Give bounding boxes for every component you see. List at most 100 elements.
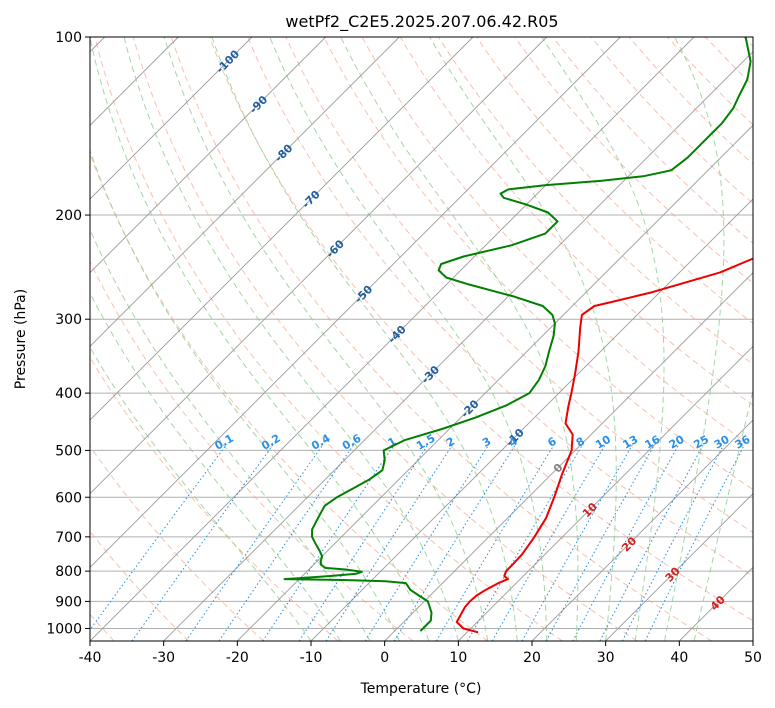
isotherm-line	[90, 37, 400, 347]
mixing-ratio-label: 30	[712, 433, 732, 452]
isotherm-line	[163, 51, 753, 641]
mixing-ratio-line	[644, 444, 745, 641]
x-tick-label: -20	[226, 650, 249, 666]
moist-adiabat-line	[664, 37, 725, 641]
dry-adiabat-line	[90, 445, 264, 641]
isotherm-line	[90, 37, 253, 200]
moist-adiabat-line	[90, 291, 341, 641]
isotherm-label: -60	[324, 237, 347, 260]
x-tick-label: 10	[449, 650, 467, 666]
moist-adiabat-line	[90, 228, 371, 641]
y-tick-label: 400	[55, 386, 82, 402]
dry-adiabat-line	[90, 152, 488, 641]
mixing-ratio-label: 0.2	[259, 432, 282, 453]
y-axis-ticks: 100 200 300 400 500 600 700 800 900 1000	[46, 30, 90, 637]
dry-adiabat-line	[437, 37, 753, 365]
dry-adiabat-line	[285, 37, 753, 534]
x-tick-label: 20	[523, 650, 541, 666]
isotherm-line	[679, 566, 753, 641]
isotherm-label: 10	[580, 500, 600, 520]
moist-adiabat-line	[693, 388, 753, 641]
x-tick-label: 30	[597, 650, 615, 666]
isotherm-label: -100	[214, 47, 243, 76]
y-tick-label: 700	[55, 530, 82, 546]
mixing-ratio-line	[599, 444, 704, 641]
y-axis-label: Pressure (hPa)	[13, 289, 29, 389]
x-axis-label: Temperature (°C)	[360, 681, 482, 697]
profiles	[283, 37, 753, 634]
mixing-ratio-label: 0.4	[309, 432, 333, 453]
plot-frame	[89, 36, 754, 642]
moist-adiabat-line	[90, 149, 400, 641]
dry-adiabat-line	[590, 37, 753, 205]
moist-adiabat-line	[90, 37, 430, 641]
chart-title: wetPf2_C2E5.2025.207.06.42.R05	[285, 12, 558, 32]
dry-adiabat-line	[743, 37, 753, 48]
isotherm-line	[310, 198, 753, 641]
y-tick-label: 100	[55, 30, 82, 46]
y-tick-label: 200	[55, 208, 82, 224]
x-tick-label: 50	[744, 650, 762, 666]
isotherm-line	[384, 272, 753, 641]
isotherm-label: -40	[386, 323, 409, 346]
dry-adiabat-line	[90, 356, 339, 641]
moist-adiabat-line	[541, 37, 665, 641]
dry-adiabat-line	[705, 37, 753, 87]
dry-adiabat-line	[476, 37, 753, 325]
dry-adiabat-line	[94, 37, 563, 641]
mixing-ratio-label: 2	[444, 435, 457, 450]
mixing-ratio-line	[435, 444, 555, 641]
isotherm-label: -80	[272, 141, 295, 164]
mixing-ratio-line	[262, 444, 395, 641]
mixing-ratio-label: 10	[593, 433, 613, 452]
isotherm-line	[752, 640, 753, 641]
dry-adiabat-line	[90, 260, 414, 641]
mixing-ratio-line	[218, 444, 354, 641]
isotherm-line	[90, 37, 695, 641]
dry-adiabat-line	[323, 37, 753, 491]
dry-adiabat-line	[170, 37, 712, 641]
isotherms	[90, 37, 753, 641]
mixing-ratio-line	[325, 444, 453, 641]
x-tick-label: -40	[79, 650, 102, 666]
mixing-ratio-labels: 0.1 0.2 0.4 0.6 1 1.5 2 3 4 6 8 10 13 16 20 25 30 36	[213, 432, 753, 453]
dry-adiabats	[90, 37, 753, 641]
x-tick-label: -10	[300, 650, 323, 666]
temperature-profile	[455, 257, 753, 634]
dry-adiabat-line	[209, 37, 753, 622]
isotherm-line	[90, 37, 547, 495]
mixing-ratio-line	[393, 444, 516, 641]
moist-adiabat-line	[269, 37, 548, 641]
isotherm-line	[458, 345, 753, 641]
dry-adiabat-line	[514, 37, 753, 284]
moist-adiabat-line	[90, 346, 312, 641]
y-tick-label: 1000	[46, 621, 82, 637]
isotherm-label: -70	[300, 188, 323, 211]
mixing-ratio-label: 0.1	[213, 432, 236, 453]
isotherm-line	[531, 419, 753, 641]
isotherm-line	[237, 124, 753, 641]
y-tick-label: 900	[55, 594, 82, 610]
x-tick-label: 40	[670, 650, 688, 666]
moist-adiabat-line	[163, 37, 489, 641]
mixing-ratio-label: 1.5	[414, 432, 437, 453]
mixing-ratio-lines	[90, 444, 745, 641]
moist-adiabat-line	[123, 37, 459, 641]
x-tick-label: 0	[380, 650, 389, 666]
isotherm-line	[90, 37, 474, 421]
mixing-ratio-line	[364, 444, 489, 641]
y-tick-label: 600	[55, 490, 82, 506]
x-axis-ticks: -40 -30 -20 -10 0 10 20 30 40 50	[79, 641, 762, 666]
mixing-ratio-line	[131, 444, 274, 641]
mixing-ratio-line	[621, 444, 724, 641]
y-tick-label: 800	[55, 564, 82, 580]
mixing-ratio-label: 6	[545, 434, 558, 449]
isotherm-label: 40	[708, 593, 728, 613]
isotherm-label: 30	[663, 564, 683, 584]
mixing-ratio-label: 0.6	[340, 432, 364, 453]
mixing-ratio-line	[298, 444, 429, 641]
isotherm-line	[90, 37, 621, 568]
plot-area: -100-90-80-70-60-50-40-30-20-10010203040…	[90, 37, 753, 641]
moist-adiabats	[90, 37, 753, 641]
isotherm-line	[605, 493, 753, 641]
